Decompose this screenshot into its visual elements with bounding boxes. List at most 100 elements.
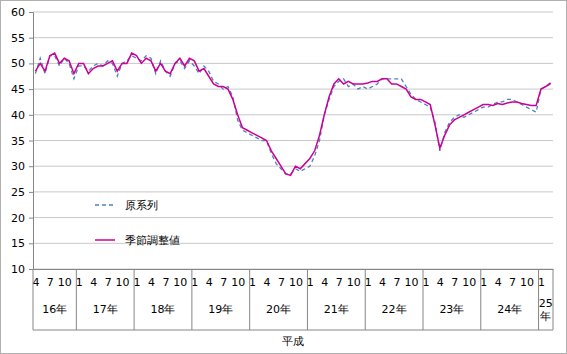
x-tick-label: 4 [90,276,97,289]
x-tick-label: 4 [321,276,328,289]
group-baseline [33,330,553,331]
legend-label: 季節調整値 [125,234,180,247]
grid-line [33,89,553,90]
y-tick: 50 [11,57,33,70]
y-tick-mark [29,141,33,142]
x-tick-label: 4 [264,276,271,289]
grid-line [33,37,553,38]
x-tick: 7 [105,269,112,289]
y-tick-label: 25 [11,186,25,199]
x-groups: 16年17年18年19年20年21年22年23年24年25年 [33,269,553,330]
grid-line [33,191,553,192]
series-line [35,56,550,174]
x-tick-label: 10 [58,276,72,289]
group-separator [365,269,366,330]
chart-border [1,1,567,354]
x-tick: 10 [231,269,245,289]
group-label: 18年 [151,303,176,316]
x-axis: 4710147101471014710147101471014710147101… [32,269,553,289]
y-tick-label: 10 [11,263,25,276]
group-separator [33,269,34,330]
grid-line [33,63,553,64]
y-tick-mark [29,243,33,244]
group-separator [423,269,424,330]
x-tick-label: 10 [520,276,534,289]
y-tick-label: 45 [11,83,25,96]
y-tick: 60 [11,6,33,19]
x-tick-label: 7 [278,276,285,289]
y-tick-label: 30 [11,160,25,173]
y-tick: 15 [11,237,33,250]
y-tick-mark [29,115,33,116]
group-label: 16年 [42,303,67,316]
series-line [35,53,550,175]
x-tick: 7 [451,269,458,289]
y-axis: 10 15 20 25 30 35 40 45 50 55 60 [11,6,34,276]
grid-line [33,114,553,115]
grid [33,12,553,269]
x-tick: 4 [437,269,444,289]
grid-line [33,243,553,244]
y-tick-label: 35 [11,135,25,148]
x-tick: 7 [47,269,54,289]
y-tick-label: 50 [11,57,25,70]
y-tick-mark [29,269,33,270]
y-tick: 55 [11,32,33,45]
x-tick-label: 4 [495,276,502,289]
x-tick-label: 10 [404,276,418,289]
x-tick-label: 10 [116,276,130,289]
group-label: 25年 [539,297,553,323]
grid-line [33,269,553,270]
x-tick-label: 7 [47,276,54,289]
y-tick-label: 15 [11,237,25,250]
x-tick-label: 7 [509,276,516,289]
y-tick-label: 20 [11,212,25,225]
group-separator [134,269,135,330]
x-tick: 7 [336,269,343,289]
group-separator [191,269,192,330]
group-separator [307,269,308,330]
x-tick: 10 [520,269,534,289]
x-tick: 7 [394,269,401,289]
x-tick: 7 [162,269,169,289]
x-tick: 4 [495,269,502,289]
y-tick-label: 55 [11,32,25,45]
legend-label: 原系列 [125,199,158,212]
group-label: 24年 [497,303,522,316]
y-tick: 40 [11,109,33,122]
x-tick: 10 [116,269,130,289]
y-tick-mark [29,166,33,167]
x-tick: 4 [148,269,155,289]
x-tick: 10 [404,269,418,289]
x-tick-label: 4 [148,276,155,289]
group-label: 23年 [439,303,464,316]
grid-line [33,166,553,167]
x-tick: 10 [289,269,303,289]
y-tick-mark [29,63,33,64]
x-tick: 7 [220,269,227,289]
x-tick: 7 [509,269,516,289]
y-tick-mark [29,38,33,39]
x-tick: 4 [379,269,386,289]
group-label: 17年 [93,303,118,316]
y-tick-mark [29,12,33,13]
legend-swatch [95,204,115,206]
x-tick: 10 [347,269,361,289]
y-tick: 10 [11,263,33,276]
x-tick: 4 [206,269,213,289]
x-tick-label: 4 [379,276,386,289]
legend: 原系列季節調整値 [95,199,180,247]
x-tick-label: 7 [162,276,169,289]
y-tick-mark [29,192,33,193]
x-tick-label: 4 [437,276,444,289]
group-separator [76,269,77,330]
x-tick-label: 7 [220,276,227,289]
group-label: 21年 [324,303,349,316]
group-label: 20年 [266,303,291,316]
grid-line [33,217,553,218]
x-tick-label: 4 [206,276,213,289]
x-tick: 7 [278,269,285,289]
x-tick: 4 [90,269,97,289]
chart-svg: 10 15 20 25 30 35 40 45 50 55 60 471014710147101471… [0,0,567,354]
x-tick-label: 10 [347,276,361,289]
